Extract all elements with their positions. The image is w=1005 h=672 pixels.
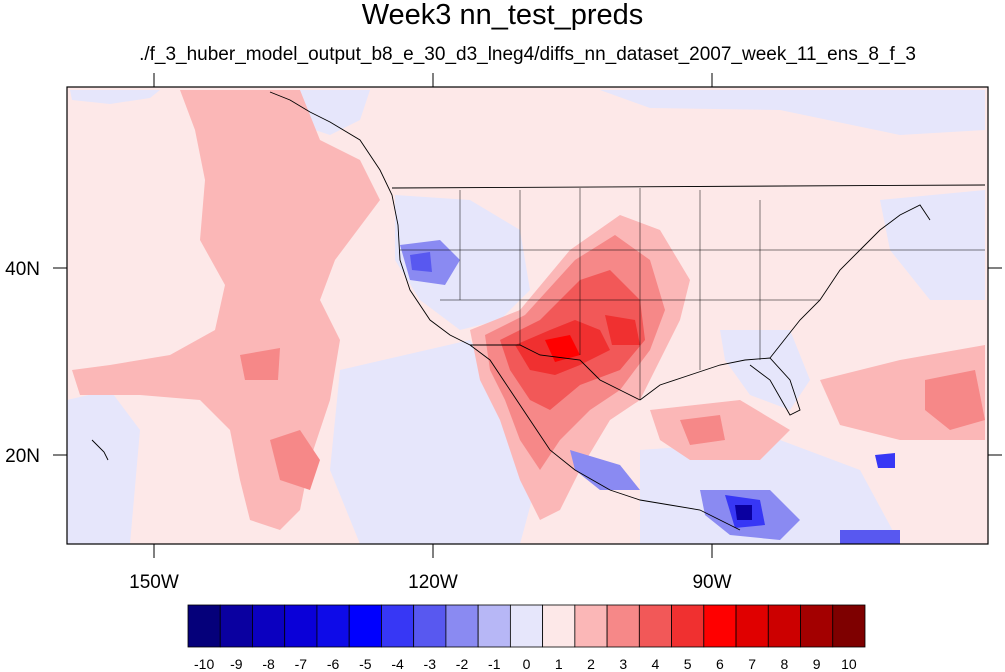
colorbar-label: 2 bbox=[587, 656, 595, 672]
negative-area-florida bbox=[720, 330, 810, 410]
colorbar-label: 1 bbox=[555, 656, 563, 672]
colorbar-label: -7 bbox=[295, 656, 308, 672]
colorbar-label: 6 bbox=[716, 656, 724, 672]
colorbar-label: -2 bbox=[456, 656, 469, 672]
lon-label-150w: 150W bbox=[129, 572, 179, 593]
negative-area-south bbox=[840, 530, 900, 544]
map-subtitle: ./f_3_huber_model_output_b8_e_30_d3_lneg… bbox=[139, 44, 916, 65]
colorbar-label: -9 bbox=[230, 656, 243, 672]
colorbar-swatch bbox=[735, 604, 769, 648]
lon-label-90w: 90W bbox=[692, 572, 731, 593]
negative-core-nevada bbox=[410, 252, 432, 272]
hawaii-islands bbox=[91, 439, 109, 461]
positive-core-texas bbox=[605, 315, 640, 345]
colorbar-swatch bbox=[316, 604, 350, 648]
map-outlines bbox=[91, 91, 986, 531]
colorbar-swatch bbox=[606, 604, 640, 648]
colorbar-swatch bbox=[638, 604, 672, 648]
colorbar-label: -4 bbox=[391, 656, 404, 672]
positive-core-pacific-2 bbox=[240, 348, 280, 380]
negative-area-atlantic bbox=[880, 190, 985, 300]
colorbar-label: 3 bbox=[619, 656, 627, 672]
lat-label-20n: 20N bbox=[5, 446, 40, 467]
map-ticks bbox=[53, 73, 1002, 558]
colorbar-label: 4 bbox=[652, 656, 660, 672]
negative-area-mexico-coast bbox=[570, 450, 640, 490]
colorbar-swatch bbox=[252, 604, 286, 648]
colorbar-label: -10 bbox=[194, 656, 214, 672]
colorbar-swatch bbox=[767, 604, 801, 648]
colorbar-label: -5 bbox=[359, 656, 372, 672]
colorbar-swatch bbox=[671, 604, 705, 648]
positive-core-atlantic bbox=[925, 370, 985, 430]
negative-area-west bbox=[67, 390, 140, 544]
colorbar-swatch bbox=[381, 604, 415, 648]
colorbar-label: 9 bbox=[813, 656, 821, 672]
colorbar-swatch bbox=[703, 604, 737, 648]
lat-label-40n: 40N bbox=[5, 259, 40, 280]
map-frame bbox=[66, 86, 989, 545]
negative-spot-caribbean bbox=[875, 453, 895, 468]
colorbar-swatch bbox=[187, 604, 221, 648]
west-coastline bbox=[269, 91, 741, 531]
colorbar-swatch bbox=[445, 604, 479, 648]
positive-core-central bbox=[545, 335, 580, 362]
colorbar-swatch bbox=[219, 604, 253, 648]
colorbar-swatch bbox=[284, 604, 318, 648]
positive-core-gulf bbox=[680, 415, 725, 445]
colorbar-label: 0 bbox=[523, 656, 531, 672]
colorbar-swatch bbox=[574, 604, 608, 648]
colorbar-label: -8 bbox=[262, 656, 275, 672]
state-borders bbox=[400, 188, 985, 400]
colorbar-label: 8 bbox=[781, 656, 789, 672]
colorbar-label: -1 bbox=[488, 656, 501, 672]
lon-label-120w: 120W bbox=[408, 572, 458, 593]
colorbar-label: -3 bbox=[424, 656, 437, 672]
negative-area-nw-corner bbox=[70, 90, 160, 104]
colorbar-swatch bbox=[348, 604, 382, 648]
colorbar-label: -6 bbox=[327, 656, 340, 672]
us-canada-border bbox=[391, 184, 986, 189]
colorbar-swatch bbox=[832, 604, 866, 648]
colorbar-swatch bbox=[413, 604, 447, 648]
colorbar-swatch bbox=[542, 604, 576, 648]
positive-band-pacific bbox=[72, 90, 380, 530]
colorbar-swatch bbox=[477, 604, 511, 648]
positive-core-pacific bbox=[270, 430, 320, 490]
colorbar-label: 5 bbox=[684, 656, 692, 672]
colorbar: -10 -9 -8 -7 -6 -5 -4 -3 -2 -1 0 1 2 3 4 5 6 7 8 9 10 bbox=[187, 604, 866, 672]
negative-area-canada bbox=[600, 90, 985, 135]
colorbar-swatch bbox=[509, 604, 544, 648]
negative-peak-central-america bbox=[735, 505, 752, 520]
map-title: Week3 nn_test_preds bbox=[361, 0, 644, 31]
colorbar-label: 7 bbox=[748, 656, 756, 672]
colorbar-label: 10 bbox=[841, 656, 857, 672]
anomaly-field bbox=[67, 87, 988, 544]
negative-area-us-west bbox=[395, 195, 530, 330]
colorbar-swatch bbox=[800, 604, 834, 648]
